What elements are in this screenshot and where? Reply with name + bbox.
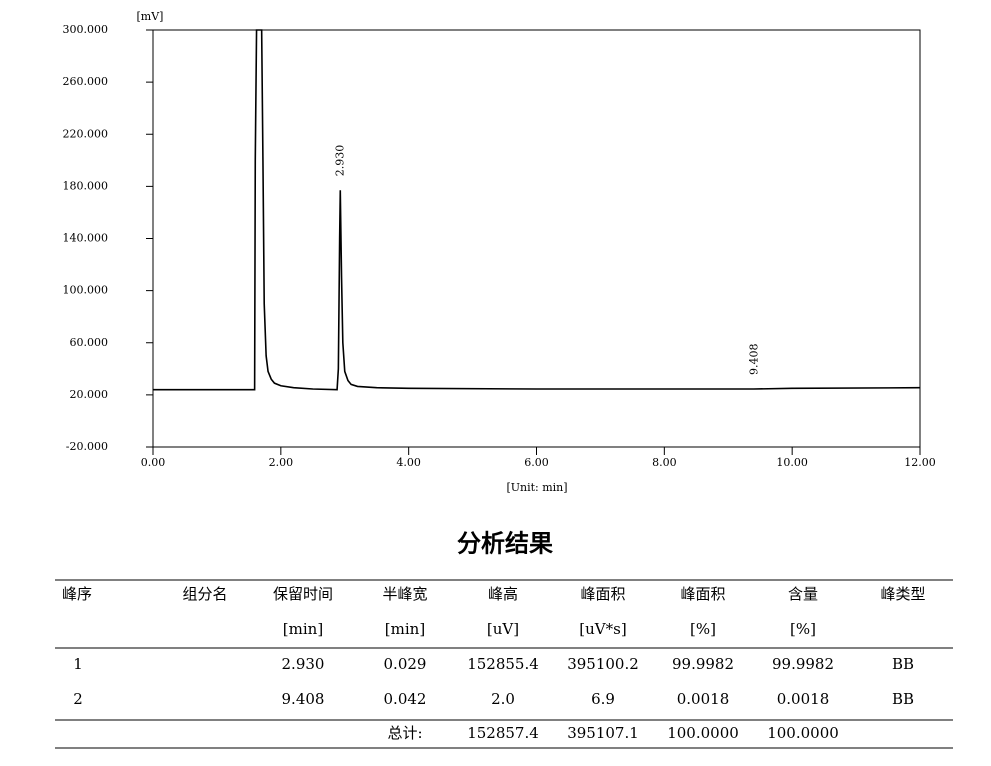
total-cell: 100.0000 [667,724,739,742]
peak-annotation: 2.930 [333,145,346,177]
table-cell: 1 [73,655,83,673]
table-cell: 0.0018 [777,690,830,708]
table-cell: 0.029 [384,655,427,673]
table-cell: 9.408 [282,690,325,708]
x-tick-label: 4.00 [396,456,421,469]
table-header: 峰高 [488,585,518,603]
table-unit: [%] [690,620,716,638]
y-tick-label: 140.000 [63,232,109,245]
chromatogram-line [153,29,921,391]
table-cell: BB [892,655,914,673]
table-header: 含量 [788,585,818,603]
table-cell: 2.0 [491,690,515,708]
x-axis-label: [Unit: min] [506,481,567,494]
total-cell: 100.0000 [767,724,839,742]
table-cell: 2 [73,690,83,708]
table-cell: BB [892,690,914,708]
peak-annotation: 9.408 [747,344,760,376]
y-tick-label: 220.000 [63,127,109,140]
table-header: 峰类型 [880,585,925,603]
x-tick-label: 10.00 [776,456,808,469]
total-cell: 395107.1 [567,724,639,742]
table-cell: 99.9982 [672,655,734,673]
table-header: 组分名 [182,585,227,603]
table-header: 峰面积 [580,585,625,603]
table-unit: [min] [283,620,323,638]
table-header: 保留时间 [273,585,333,603]
table-cell: 6.9 [591,690,615,708]
table-unit: [uV] [487,620,519,638]
table-cell: 395100.2 [567,655,639,673]
y-tick-label: 60.000 [70,336,109,349]
x-tick-label: 12.00 [904,456,936,469]
table-cell: 2.930 [282,655,325,673]
table-cell: 0.0018 [677,690,730,708]
table-unit: [uV*s] [579,620,626,638]
table-unit: [%] [790,620,816,638]
table-header: 峰序 [62,585,92,603]
total-cell: 152857.4 [467,724,539,742]
x-tick-label: 6.00 [524,456,549,469]
y-tick-label: -20.000 [66,440,108,453]
table-unit: [min] [385,620,425,638]
y-tick-label: 180.000 [63,179,109,192]
table-header: 半峰宽 [382,585,427,603]
table-cell: 152855.4 [467,655,539,673]
y-tick-label: 260.000 [63,75,109,88]
report-title: 分析结果 [457,529,553,558]
total-label: 总计: [387,724,422,742]
y-axis-label: [mV] [137,10,164,23]
y-tick-label: 300.000 [63,23,109,36]
table-cell: 99.9982 [772,655,834,673]
table-header: 峰面积 [680,585,725,603]
y-tick-label: 20.000 [70,388,109,401]
x-tick-label: 0.00 [141,456,166,469]
plot-frame [152,29,921,448]
x-tick-label: 2.00 [269,456,294,469]
x-tick-label: 8.00 [652,456,677,469]
y-tick-label: 100.000 [63,284,109,297]
table-cell: 0.042 [384,690,427,708]
